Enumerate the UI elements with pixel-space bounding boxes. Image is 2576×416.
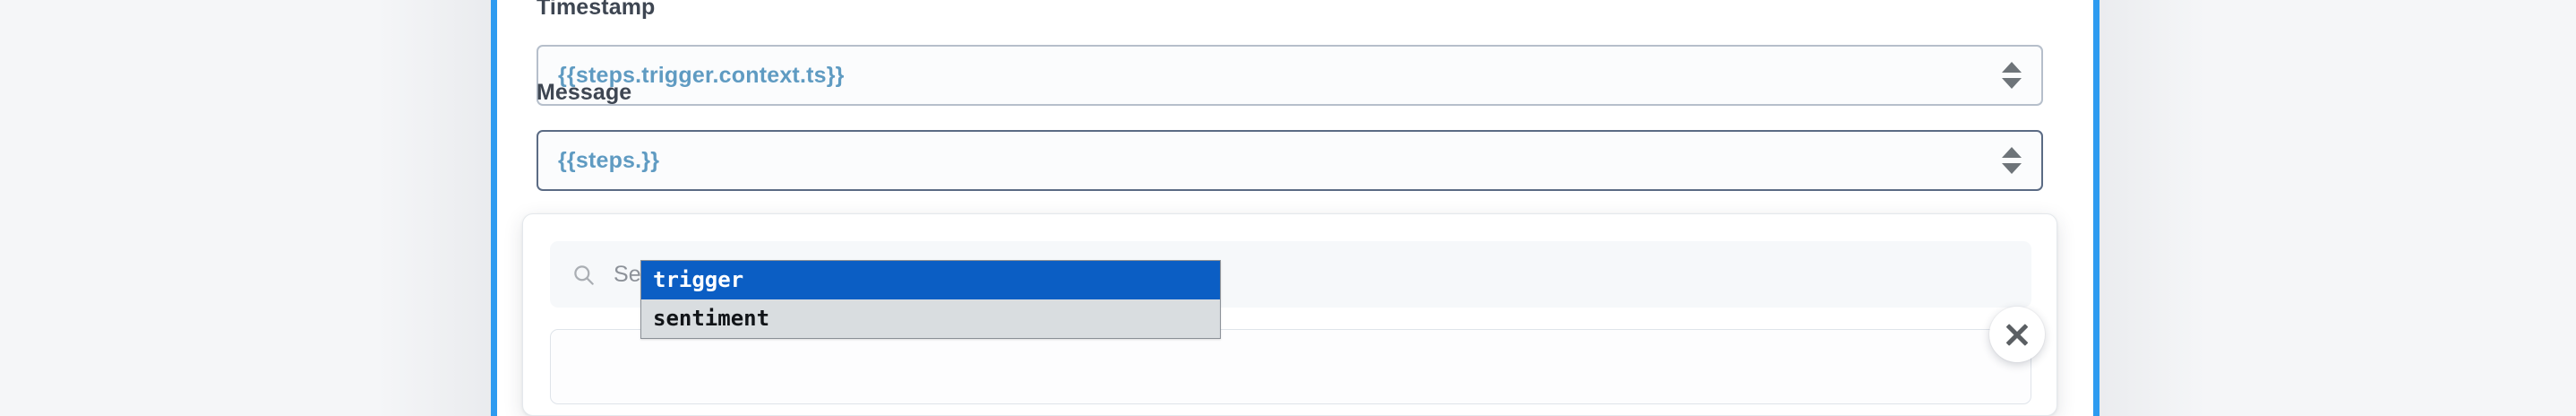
field-input-message[interactable]: {{steps.}} [537,130,2043,191]
page-backdrop-right [2099,0,2576,416]
stepper-up-down-icon[interactable] [2002,145,2022,176]
field-value-timestamp: {{steps.trigger.context.ts}} [558,62,845,88]
config-drawer-content: Timestamp {{steps.trigger.context.ts}} M… [497,0,2093,416]
page-backdrop-left [0,0,491,416]
stepper-up-arrow[interactable] [2002,147,2022,158]
autocomplete-option-trigger[interactable]: trigger [641,261,1220,299]
field-input-timestamp[interactable]: {{steps.trigger.context.ts}} [537,45,2043,106]
close-icon [2005,323,2029,346]
field-label-message: Message [537,80,632,105]
search-icon [574,264,594,285]
variable-picker-row[interactable] [550,329,2031,404]
autocomplete-option-sentiment[interactable]: sentiment [653,306,770,331]
close-button[interactable] [1989,307,2045,362]
stepper-up-arrow[interactable] [2002,62,2022,73]
config-drawer: Timestamp {{steps.trigger.context.ts}} M… [491,0,2099,416]
field-label-timestamp: Timestamp [537,0,656,20]
drawer-shadow-right [2099,0,2207,416]
stepper-down-arrow[interactable] [2002,78,2022,89]
stepper-up-down-icon[interactable] [2002,60,2022,91]
drawer-shadow-left [376,0,491,416]
stepper-down-arrow[interactable] [2002,163,2022,174]
autocomplete-dropdown[interactable]: trigger sentiment [640,260,1221,339]
field-value-message: {{steps.}} [558,147,660,173]
